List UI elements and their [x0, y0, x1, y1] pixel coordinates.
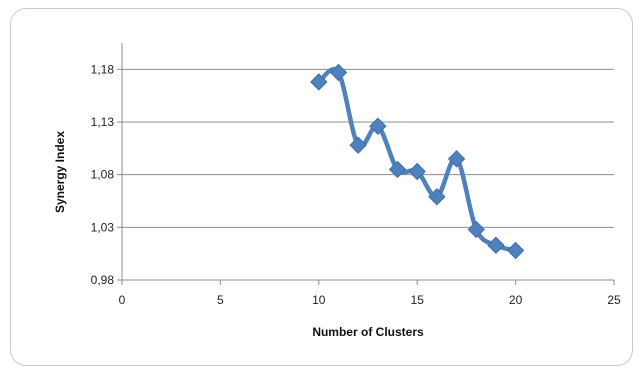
data-point: [408, 162, 426, 181]
x-tick-label: 20: [509, 293, 523, 307]
data-point: [506, 241, 525, 260]
y-tick-label: 0,98: [91, 273, 115, 287]
y-tick-label: 1,18: [91, 62, 115, 76]
y-tick-label: 1,13: [91, 115, 115, 129]
y-tick-label: 1,08: [91, 168, 115, 182]
x-axis-title: Number of Clusters: [312, 325, 424, 339]
data-point: [310, 73, 328, 91]
x-tick-label: 15: [411, 293, 425, 307]
axes: [117, 43, 615, 285]
data-point: [467, 220, 485, 239]
data-point: [447, 150, 466, 168]
x-tick-label: 5: [217, 293, 224, 307]
gridlines: [122, 68, 614, 228]
series-layer: [310, 63, 525, 260]
data-point: [369, 117, 387, 135]
data-point: [349, 136, 367, 154]
x-tick-label: 25: [607, 293, 621, 307]
data-point: [329, 63, 348, 82]
x-tick-label: 10: [312, 293, 326, 307]
chart-area: [10, 8, 633, 366]
x-tick-label: 0: [119, 293, 126, 307]
y-axis-title: Synergy Index: [53, 131, 67, 213]
y-tick-label: 1,03: [91, 220, 115, 234]
tick-labels: 0,98 1,03 1,08 1,13 1,18 0 5 10 15 20 25: [91, 62, 621, 307]
data-point: [428, 188, 446, 206]
data-point: [487, 236, 505, 254]
data-point: [388, 160, 407, 179]
series-line: [317, 67, 517, 253]
